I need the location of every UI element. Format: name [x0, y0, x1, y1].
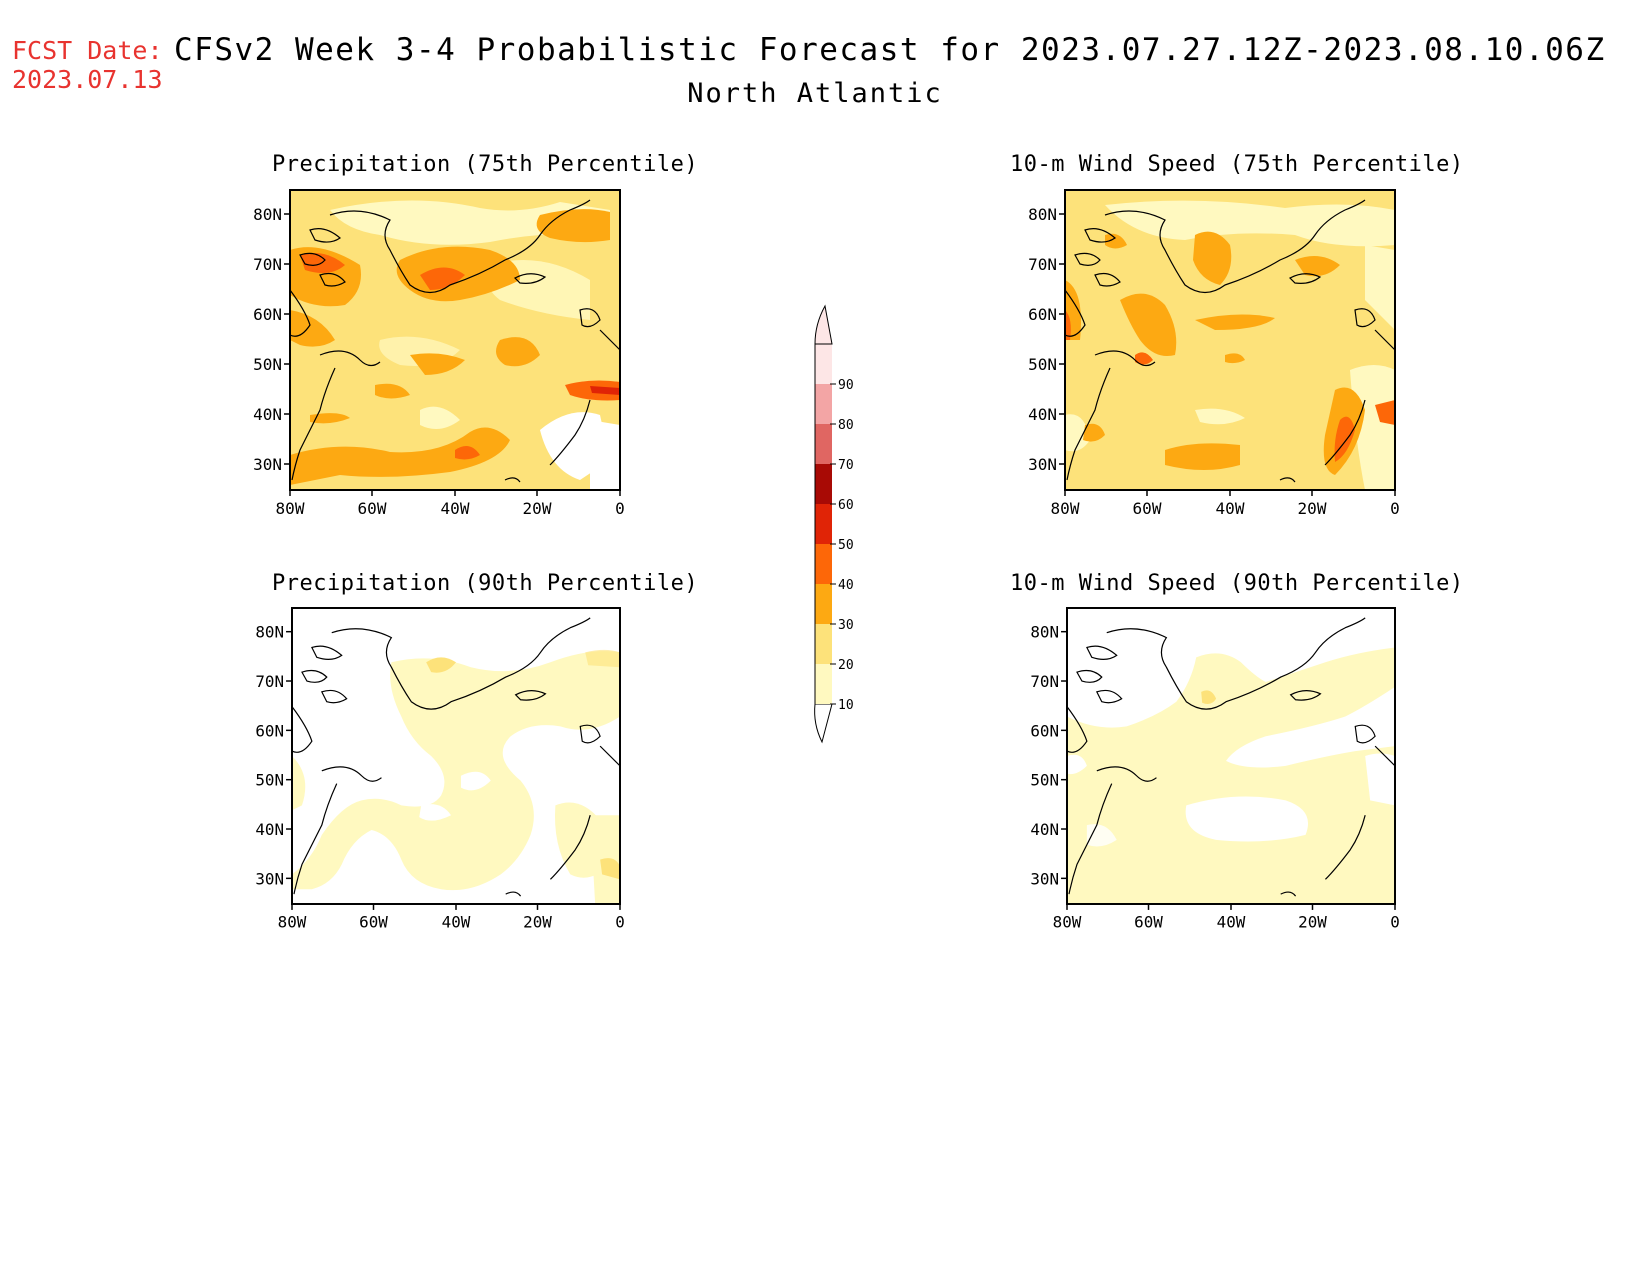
svg-text:40W: 40W: [441, 499, 470, 518]
svg-text:80W: 80W: [1051, 499, 1080, 518]
svg-text:80W: 80W: [1053, 913, 1082, 932]
colorbar-tick-label: 40: [838, 578, 854, 593]
colorbar-swatch: [815, 584, 832, 624]
svg-text:80W: 80W: [276, 499, 305, 518]
svg-text:50N: 50N: [253, 355, 282, 374]
svg-text:80N: 80N: [1030, 623, 1059, 642]
forecast-date-label: FCST Date:: [12, 36, 163, 65]
svg-text:30N: 30N: [253, 455, 282, 474]
svg-text:70N: 70N: [253, 255, 282, 274]
svg-text:40N: 40N: [1030, 820, 1059, 839]
colorbar-swatch: [815, 464, 832, 504]
panel-title-precip-75: Precipitation (75th Percentile): [272, 152, 699, 177]
colorbar-swatch: [815, 504, 832, 544]
colorbar-swatch: [815, 664, 832, 704]
colorbar-tick-label: 90: [838, 378, 854, 393]
colorbar-labels: 10 20 30 40 50 60 70 80 90: [838, 378, 854, 713]
svg-text:30N: 30N: [255, 869, 284, 888]
colorbar-tick-label: 70: [838, 458, 854, 473]
svg-text:40N: 40N: [253, 405, 282, 424]
forecast-date: FCST Date: 2023.07.13: [12, 36, 163, 94]
colorbar-tick-label: 30: [838, 618, 854, 633]
svg-text:60N: 60N: [253, 305, 282, 324]
svg-text:0: 0: [1390, 913, 1400, 932]
colorbar-tick-label: 10: [838, 698, 854, 713]
forecast-date-value: 2023.07.13: [12, 65, 163, 94]
colorbar-boxes: [814, 304, 836, 744]
colorbar-swatch: [815, 424, 832, 464]
svg-text:60N: 60N: [1030, 721, 1059, 740]
colorbar-tick-label: 50: [838, 538, 854, 553]
svg-text:80W: 80W: [278, 913, 307, 932]
svg-text:50N: 50N: [1028, 355, 1057, 374]
panel-title-precip-90: Precipitation (90th Percentile): [272, 571, 699, 596]
lat-axis-labels: 80N 70N 60N 50N 40N 30N: [253, 205, 282, 474]
colorbar-tick-label: 60: [838, 498, 854, 513]
svg-text:60N: 60N: [1028, 305, 1057, 324]
lat-axis-labels: 80N 70N 60N 50N 40N 30N: [1028, 205, 1057, 474]
lon-axis-labels: 80W 60W 40W 20W 0: [1051, 499, 1400, 518]
svg-text:80N: 80N: [1028, 205, 1057, 224]
map-wind-75: 80N 70N 60N 50N 40N 30N 80W 60W 40W 20W 0: [1028, 189, 1400, 518]
map-wind-90: 80N 70N 60N 50N 40N 30N 80W 60W 40W 20W 0: [1030, 607, 1400, 932]
svg-text:20W: 20W: [1298, 499, 1327, 518]
svg-text:40N: 40N: [1028, 405, 1057, 424]
lon-axis-labels: 80W 60W 40W 20W 0: [276, 499, 625, 518]
svg-text:40W: 40W: [1216, 499, 1245, 518]
svg-text:60W: 60W: [1134, 913, 1163, 932]
colorbar-lower-extension: [814, 703, 833, 744]
svg-text:40W: 40W: [442, 913, 471, 932]
colorbar-swatch: [815, 624, 832, 664]
svg-text:20W: 20W: [523, 913, 552, 932]
svg-text:50N: 50N: [1030, 771, 1059, 790]
svg-text:0: 0: [615, 913, 625, 932]
svg-text:80N: 80N: [255, 623, 284, 642]
svg-text:30N: 30N: [1028, 455, 1057, 474]
svg-text:40N: 40N: [255, 820, 284, 839]
svg-text:20W: 20W: [1298, 913, 1327, 932]
panel-title-wind-75: 10-m Wind Speed (75th Percentile): [1010, 152, 1464, 177]
panel-title-wind-90: 10-m Wind Speed (90th Percentile): [1010, 571, 1464, 596]
svg-text:20W: 20W: [523, 499, 552, 518]
svg-text:70N: 70N: [1030, 672, 1059, 691]
colorbar: 10 20 30 40 50 60 70 80 90: [814, 304, 854, 744]
svg-text:0: 0: [1390, 499, 1400, 518]
lat-axis-labels: 80N 70N 60N 50N 40N 30N: [255, 623, 284, 889]
svg-text:70N: 70N: [1028, 255, 1057, 274]
svg-text:0: 0: [615, 499, 625, 518]
colorbar-tick-label: 20: [838, 658, 854, 673]
colorbar-swatch: [815, 384, 832, 424]
lat-axis-labels: 80N 70N 60N 50N 40N 30N: [1030, 623, 1059, 889]
colorbar-swatch: [815, 544, 832, 584]
map-precip-90: 80N 70N 60N 50N 40N 30N 80W 60W 40W 20W 0: [255, 607, 625, 932]
svg-text:60N: 60N: [255, 721, 284, 740]
map-precip-75: 80N 70N 60N 50N 40N 30N 80W 60W 40W 20W 0: [253, 189, 625, 518]
svg-text:30N: 30N: [1030, 869, 1059, 888]
colorbar-upper-extension: [814, 304, 833, 345]
colorbar-tick-label: 80: [838, 418, 854, 433]
colorbar-swatch: [815, 344, 832, 384]
svg-text:60W: 60W: [1133, 499, 1162, 518]
lon-axis-labels: 80W 60W 40W 20W 0: [278, 913, 625, 932]
svg-text:80N: 80N: [253, 205, 282, 224]
svg-text:40W: 40W: [1217, 913, 1246, 932]
svg-text:60W: 60W: [359, 913, 388, 932]
svg-text:70N: 70N: [255, 672, 284, 691]
page-title: CFSv2 Week 3-4 Probabilistic Forecast fo…: [174, 32, 1606, 68]
region-subtitle: North Atlantic: [687, 78, 943, 109]
svg-text:50N: 50N: [255, 771, 284, 790]
lon-axis-labels: 80W 60W 40W 20W 0: [1053, 913, 1400, 932]
svg-text:60W: 60W: [358, 499, 387, 518]
